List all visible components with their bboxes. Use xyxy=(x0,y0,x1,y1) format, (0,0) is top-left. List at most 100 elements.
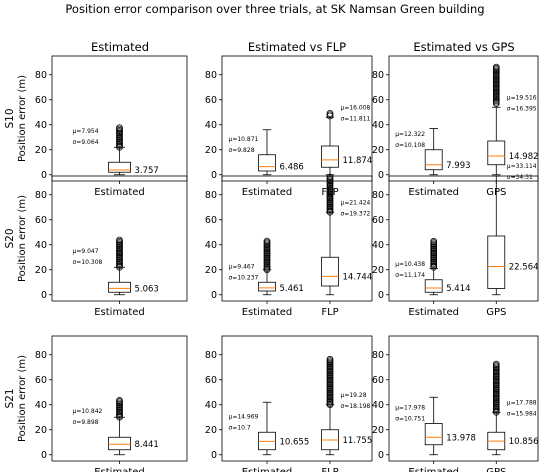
outlier xyxy=(116,124,123,132)
median-value-label: 5.461 xyxy=(280,284,304,294)
y-axis-label: Position error (m) xyxy=(17,195,28,282)
stat-label: σ=15.984 xyxy=(507,410,537,417)
column-title-3: Estimated vs GPS xyxy=(413,40,514,54)
y-tick-label: 20 xyxy=(372,425,384,436)
median-value-label: 10.856 xyxy=(509,437,539,447)
x-tick-label: GPS xyxy=(486,307,506,318)
outlier xyxy=(492,63,500,71)
x-tick-label: GPS xyxy=(486,467,506,472)
median-value-label: 5.414 xyxy=(446,284,470,294)
panel-s20-3: 0 20 40 60 80 Estimated 5.414 μ=10.438 σ=11.174 G… xyxy=(372,163,539,318)
y-tick-label: 0 xyxy=(211,170,217,181)
box xyxy=(321,256,339,287)
panel-s20-2: 0 20 40 60 80 Estimated 5.461 μ=9.467 σ=10.237 FL… xyxy=(205,173,373,318)
x-tick-label: Estimated xyxy=(242,467,293,472)
y-tick-label: 0 xyxy=(211,450,217,461)
y-tick-label: 20 xyxy=(35,145,47,156)
outlier xyxy=(116,236,123,244)
y-tick-label: 60 xyxy=(205,375,217,386)
median-value-label: 14.982 xyxy=(509,152,539,162)
y-tick-label: 80 xyxy=(372,190,384,201)
x-tick-label: Estimated xyxy=(94,467,145,472)
y-tick-label: 20 xyxy=(205,425,217,436)
outlier xyxy=(492,360,500,368)
y-tick-label: 0 xyxy=(41,170,47,181)
stat-label: σ=10.237 xyxy=(229,274,259,281)
y-tick-label: 80 xyxy=(205,350,217,361)
panel-s21-2: 0 20 40 60 80 Estimated 10.655 μ=14.969 σ=10.7 FL… xyxy=(205,335,373,472)
stat-label: σ=19.372 xyxy=(341,210,371,217)
outlier xyxy=(263,237,271,245)
median-value-label: 22.564 xyxy=(509,263,539,273)
y-tick-label: 40 xyxy=(372,120,384,131)
y-tick-label: 60 xyxy=(35,215,47,226)
box xyxy=(108,436,131,451)
y-tick-label: 80 xyxy=(372,70,384,81)
y-tick-label: 40 xyxy=(35,400,47,411)
y-tick-label: 80 xyxy=(205,190,217,201)
axes-frame xyxy=(221,335,373,462)
column-title-1: Estimated xyxy=(91,40,149,54)
box xyxy=(424,423,443,446)
y-tick-label: 20 xyxy=(35,265,47,276)
median-value-label: 11.874 xyxy=(343,156,373,166)
y-tick-label: 80 xyxy=(205,70,217,81)
stat-label: μ=16.008 xyxy=(341,104,371,111)
median-value-label: 8.441 xyxy=(135,440,159,450)
x-tick-label: Estimated xyxy=(242,307,293,318)
stat-label: μ=17.788 xyxy=(507,399,537,406)
x-tick-label: FLP xyxy=(321,307,338,318)
x-tick-label: Estimated xyxy=(408,187,459,198)
y-tick-label: 60 xyxy=(35,375,47,386)
y-tick-label: 20 xyxy=(205,265,217,276)
y-tick-label: 60 xyxy=(35,95,47,106)
y-tick-label: 20 xyxy=(35,425,47,436)
median-value-label: 10.655 xyxy=(280,437,310,447)
x-tick-label: Estimated xyxy=(408,307,459,318)
panel-s10-1: 0 20 40 60 80 S10 Position error (m) Estimated 3… xyxy=(4,55,188,198)
stat-label: μ=21.424 xyxy=(341,199,371,206)
axes-frame xyxy=(388,175,539,302)
row-label: S20 xyxy=(4,228,16,248)
axes-frame xyxy=(388,335,539,462)
stat-label: μ=17.978 xyxy=(395,405,425,412)
y-tick-label: 0 xyxy=(211,290,217,301)
panel-s20-1: 0 20 40 60 80 S20 Position error (m) Estimated 5… xyxy=(4,175,188,318)
median-value-label: 3.757 xyxy=(135,166,159,176)
outlier xyxy=(326,355,334,363)
column-title-2: Estimated vs FLP xyxy=(248,40,346,54)
stat-label: μ=33.114 xyxy=(507,163,537,170)
stat-label: μ=10.871 xyxy=(229,136,259,143)
stat-label: μ=19.516 xyxy=(507,94,537,101)
stat-label: μ=12.322 xyxy=(395,131,425,138)
median-value-label: 13.978 xyxy=(446,433,476,443)
y-axis-label: Position error (m) xyxy=(17,355,28,442)
stat-label: σ=11.174 xyxy=(395,272,425,279)
stat-label: σ=9.064 xyxy=(73,139,99,146)
box xyxy=(108,281,131,293)
stat-label: μ=9.047 xyxy=(73,248,99,255)
axes-frame xyxy=(388,55,539,182)
stat-label: σ=18.198 xyxy=(341,403,371,410)
x-tick-label: Estimated xyxy=(94,307,145,318)
stat-label: σ=10.7 xyxy=(229,424,251,431)
stat-label: σ=10.308 xyxy=(73,259,103,266)
outlier xyxy=(326,111,334,119)
figure-title: Position error comparison over three tri… xyxy=(65,2,484,16)
stat-label: σ=9.898 xyxy=(73,419,99,426)
x-tick-label: Estimated xyxy=(408,467,459,472)
axes-frame xyxy=(221,55,373,182)
y-tick-label: 0 xyxy=(378,290,384,301)
panel-s21-3: 0 20 40 60 80 Estimated 13.978 μ=17.978 σ=10.751… xyxy=(372,335,539,472)
box xyxy=(424,279,443,293)
y-tick-label: 80 xyxy=(35,350,47,361)
outlier xyxy=(116,397,123,404)
y-tick-label: 40 xyxy=(372,240,384,251)
y-tick-label: 40 xyxy=(205,400,217,411)
y-tick-label: 40 xyxy=(35,240,47,251)
y-tick-label: 20 xyxy=(372,265,384,276)
outlier xyxy=(430,237,438,245)
x-tick-label: Estimated xyxy=(94,187,145,198)
stat-label: μ=14.969 xyxy=(229,413,259,420)
